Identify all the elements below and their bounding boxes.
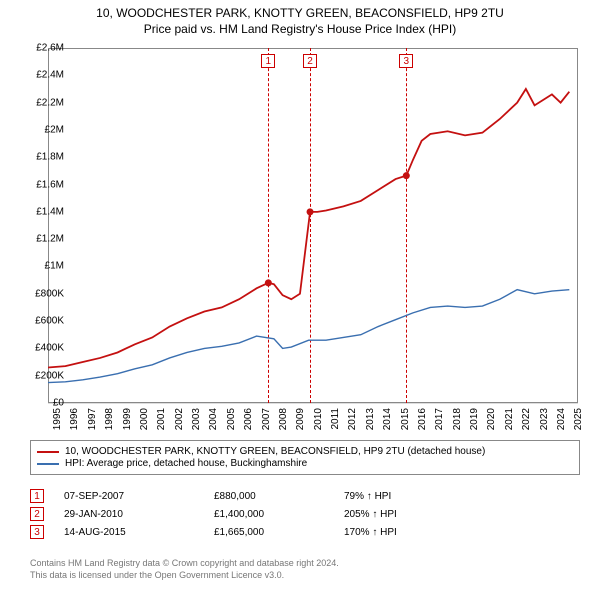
x-tick-label: 2001	[156, 408, 167, 430]
y-tick-label: £1M	[24, 261, 64, 272]
x-tick-label: 2000	[139, 408, 150, 430]
chart-container: 10, WOODCHESTER PARK, KNOTTY GREEN, BEAC…	[0, 0, 600, 590]
x-tick-label: 2014	[382, 408, 393, 430]
x-tick-label: 2021	[504, 408, 515, 430]
event-badge: 2	[303, 54, 317, 68]
events-table: 1 07-SEP-2007£880,00079% ↑ HPI 2 29-JAN-201…	[30, 485, 580, 543]
event-badge-inline: 3	[30, 525, 44, 539]
series-hpi	[48, 290, 569, 383]
x-tick-label: 1996	[69, 408, 80, 430]
y-tick-label: £1.8M	[24, 152, 64, 163]
x-tick-label: 2024	[556, 408, 567, 430]
x-tick-label: 2002	[174, 408, 185, 430]
x-tick-label: 1997	[87, 408, 98, 430]
event-price: £1,400,000	[214, 509, 344, 520]
x-tick-label: 2008	[278, 408, 289, 430]
y-tick-label: £600K	[24, 316, 64, 327]
series-marker	[403, 172, 410, 179]
event-price: £880,000	[214, 491, 344, 502]
y-tick-label: £1.2M	[24, 234, 64, 245]
x-tick-label: 2010	[313, 408, 324, 430]
legend: 10, WOODCHESTER PARK, KNOTTY GREEN, BEAC…	[30, 440, 580, 475]
y-tick-label: £1.6M	[24, 179, 64, 190]
series-marker	[265, 279, 272, 286]
event-badge: 3	[399, 54, 413, 68]
legend-item: HPI: Average price, detached house, Buck…	[37, 458, 573, 469]
y-tick-label: £2.4M	[24, 70, 64, 81]
event-date: 14-AUG-2015	[64, 527, 214, 538]
series-svg	[48, 48, 578, 403]
x-tick-label: 2013	[365, 408, 376, 430]
x-tick-label: 2016	[417, 408, 428, 430]
y-tick-label: £800K	[24, 288, 64, 299]
legend-swatch	[37, 463, 59, 465]
legend-label: 10, WOODCHESTER PARK, KNOTTY GREEN, BEAC…	[65, 446, 485, 457]
x-tick-label: 2017	[434, 408, 445, 430]
event-price: £1,665,000	[214, 527, 344, 538]
x-tick-label: 2018	[452, 408, 463, 430]
event-row: 1 07-SEP-2007£880,00079% ↑ HPI	[30, 489, 580, 503]
y-tick-label: £2.2M	[24, 97, 64, 108]
legend-item: 10, WOODCHESTER PARK, KNOTTY GREEN, BEAC…	[37, 446, 573, 457]
event-date: 29-JAN-2010	[64, 509, 214, 520]
series-marker	[307, 208, 314, 215]
x-tick-label: 2011	[330, 408, 341, 430]
footer-line2: This data is licensed under the Open Gov…	[30, 570, 580, 582]
x-tick-label: 2012	[347, 408, 358, 430]
legend-swatch	[37, 451, 59, 453]
event-badge-inline: 1	[30, 489, 44, 503]
x-tick-label: 2003	[191, 408, 202, 430]
event-hpi: 170% ↑ HPI	[344, 527, 464, 538]
footer: Contains HM Land Registry data © Crown c…	[30, 558, 580, 581]
event-badge-inline: 2	[30, 507, 44, 521]
x-tick-label: 2005	[226, 408, 237, 430]
x-tick-label: 2004	[208, 408, 219, 430]
x-tick-label: 1998	[104, 408, 115, 430]
y-tick-label: £400K	[24, 343, 64, 354]
y-tick-label: £200K	[24, 370, 64, 381]
footer-line1: Contains HM Land Registry data © Crown c…	[30, 558, 580, 570]
x-tick-label: 2020	[486, 408, 497, 430]
x-tick-label: 2022	[521, 408, 532, 430]
x-tick-label: 2019	[469, 408, 480, 430]
y-tick-label: £1.4M	[24, 206, 64, 217]
x-tick-label: 2007	[261, 408, 272, 430]
event-hpi: 205% ↑ HPI	[344, 509, 464, 520]
y-tick-label: £2.6M	[24, 43, 64, 54]
x-tick-label: 2015	[400, 408, 411, 430]
event-row: 3 14-AUG-2015£1,665,000170% ↑ HPI	[30, 525, 580, 539]
x-tick-label: 2009	[295, 408, 306, 430]
x-tick-label: 2006	[243, 408, 254, 430]
x-tick-label: 1999	[122, 408, 133, 430]
title-line2: Price paid vs. HM Land Registry's House …	[10, 22, 590, 36]
y-tick-label: £0	[24, 398, 64, 409]
gridline-h	[48, 403, 578, 404]
event-date: 07-SEP-2007	[64, 491, 214, 502]
event-hpi: 79% ↑ HPI	[344, 491, 464, 502]
legend-label: HPI: Average price, detached house, Buck…	[65, 458, 307, 469]
x-tick-label: 2023	[539, 408, 550, 430]
event-row: 2 29-JAN-2010£1,400,000205% ↑ HPI	[30, 507, 580, 521]
series-property	[48, 89, 569, 368]
title-block: 10, WOODCHESTER PARK, KNOTTY GREEN, BEAC…	[0, 0, 600, 38]
title-line1: 10, WOODCHESTER PARK, KNOTTY GREEN, BEAC…	[10, 6, 590, 20]
x-tick-label: 1995	[52, 408, 63, 430]
x-tick-label: 2025	[573, 408, 584, 430]
y-tick-label: £2M	[24, 124, 64, 135]
event-badge: 1	[261, 54, 275, 68]
